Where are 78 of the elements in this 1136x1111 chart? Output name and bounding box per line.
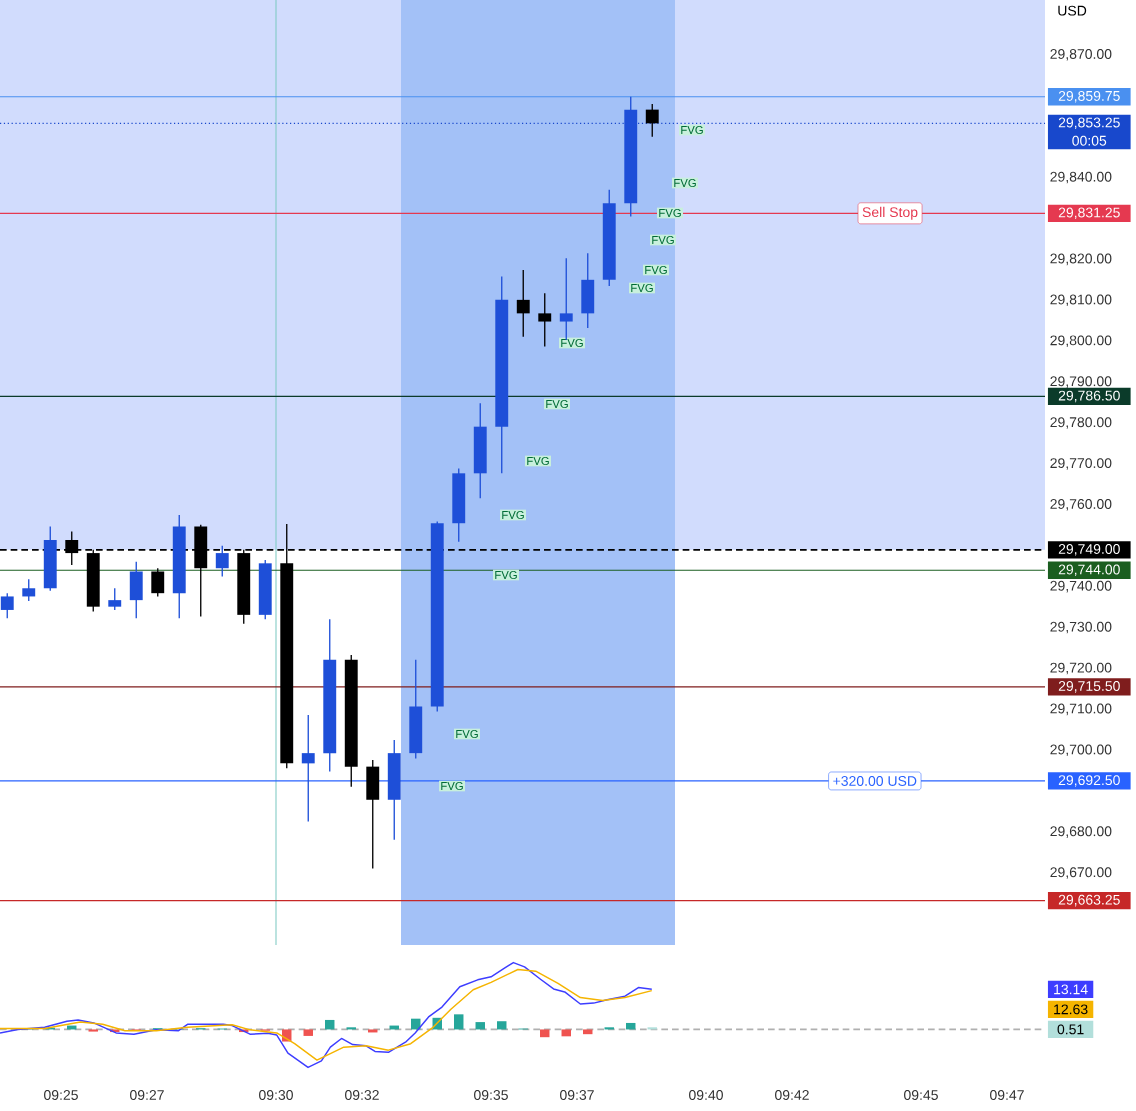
y-tick-label: 29,670.00 — [1050, 867, 1112, 879]
annotation: FVG — [645, 266, 667, 274]
ref-line-label: 29,715.50 — [1058, 681, 1120, 693]
ref-line-label: 29,692.50 — [1058, 775, 1120, 787]
bar — [561, 1029, 571, 1037]
bar — [303, 1029, 313, 1036]
candlestick — [151, 567, 165, 598]
annotation: FVG — [502, 510, 524, 519]
y-tick-label: 29,810.00 — [1050, 294, 1112, 307]
x-tick-label: 09:27 — [130, 1090, 164, 1100]
bar — [647, 1027, 657, 1030]
candlestick — [215, 545, 229, 578]
candlestick — [0, 592, 14, 619]
text: 0.51 — [1057, 1024, 1084, 1035]
ref-line-label: 29,831.25 — [1058, 207, 1120, 220]
y-tick-label: 29,780.00 — [1050, 417, 1112, 429]
ref-line-label: 29,786.50 — [1058, 390, 1120, 403]
y-tick-label: 29,680.00 — [1050, 826, 1112, 838]
x-tick-label: 09:35 — [474, 1090, 508, 1100]
candlestick — [559, 257, 573, 341]
annotation: FVG — [631, 283, 653, 292]
annotation: FVG — [441, 781, 463, 790]
y-tick-label: 29,820.00 — [1050, 253, 1112, 266]
text: USD — [1058, 5, 1087, 16]
y-tick-label: 29,740.00 — [1050, 580, 1112, 593]
annotation: FVG — [546, 400, 568, 409]
text: 00:05 — [1072, 135, 1107, 146]
y-tick-label: 29,840.00 — [1050, 171, 1112, 184]
x-tick-label: 09:42 — [775, 1090, 809, 1100]
bar — [88, 1029, 98, 1032]
annotation: FVG — [674, 178, 696, 187]
bar — [497, 1021, 507, 1030]
annotation: FVG — [681, 126, 703, 134]
ref-line-label: 29,859.75 — [1058, 90, 1120, 103]
candlestick — [645, 103, 659, 138]
candlestick — [516, 269, 530, 338]
x-tick-label: 09:32 — [345, 1090, 379, 1100]
x-tick-label: 09:25 — [44, 1090, 78, 1100]
y-tick-label: 29,870.00 — [1050, 49, 1112, 61]
y-tick-label: 29,790.00 — [1050, 376, 1112, 388]
x-tick-label: 09:30 — [259, 1090, 293, 1100]
y-tick-label: 29,800.00 — [1050, 335, 1112, 347]
ref-line-label: 29,749.00 — [1058, 544, 1120, 556]
annotation: Sell Stop — [862, 206, 918, 220]
annotation: FVG — [659, 208, 681, 217]
annotation: +320.00 USD — [833, 776, 917, 786]
ref-line-label: 29,853.25 — [1058, 117, 1120, 130]
bar — [346, 1027, 356, 1030]
x-tick-label: 09:40 — [689, 1090, 723, 1100]
candlestick — [301, 714, 315, 823]
y-tick-label: 29,710.00 — [1050, 703, 1112, 716]
ref-line-label: 29,663.25 — [1058, 894, 1120, 907]
y-tick-label: 29,770.00 — [1050, 458, 1112, 470]
y-tick-label: 29,760.00 — [1050, 499, 1112, 511]
x-tick-label: 09:47 — [990, 1090, 1024, 1100]
annotation: FVG — [495, 570, 517, 579]
y-tick-label: 29,700.00 — [1050, 744, 1112, 757]
bar — [604, 1027, 614, 1030]
y-tick-label: 29,720.00 — [1050, 662, 1112, 675]
bar — [583, 1029, 593, 1035]
bar — [368, 1029, 378, 1033]
bar — [540, 1029, 550, 1038]
annotation: FVG — [652, 235, 674, 244]
text: 12.63 — [1054, 1004, 1088, 1015]
x-tick-label: 09:37 — [560, 1090, 594, 1100]
bar — [475, 1022, 485, 1030]
text: 13.14 — [1054, 984, 1088, 995]
candlestick — [108, 587, 122, 611]
ref-line-label: 29,744.00 — [1058, 564, 1120, 577]
annotation: FVG — [561, 338, 583, 347]
candlestick — [538, 292, 552, 348]
x-tick-label: 09:45 — [904, 1090, 938, 1100]
candlestick — [22, 578, 36, 602]
bar — [454, 1014, 464, 1030]
annotation: FVG — [456, 729, 478, 738]
y-tick-label: 29,730.00 — [1050, 621, 1112, 634]
bar — [325, 1019, 335, 1030]
annotation: FVG — [527, 456, 549, 465]
